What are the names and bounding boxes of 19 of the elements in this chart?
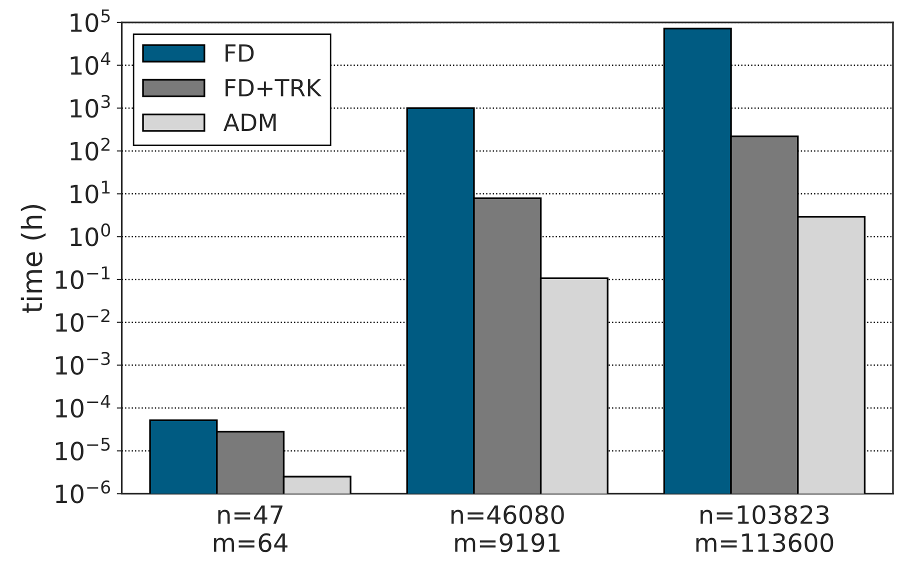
y-tick-label: 10$^{0}$ <box>70 223 110 246</box>
y-tick-label: 10$^{−1}$ <box>56 266 110 290</box>
y-axis-title: time (h) <box>20 205 46 313</box>
y-tick-label: 10$^{1}$ <box>70 180 110 204</box>
x-tick-label: n=46080 m=9191 <box>451 505 564 552</box>
y-tick-label: 10$^{−4}$ <box>56 395 110 418</box>
y-tick-label: 10$^{−3}$ <box>56 352 110 375</box>
legend-label: FD <box>226 44 254 62</box>
y-tick-label: 10$^{−5}$ <box>56 438 110 461</box>
y-tick-label: 10$^{4}$ <box>70 52 110 75</box>
y-tick-label: 10$^{−2}$ <box>56 309 110 332</box>
y-tick-label: 10$^{3}$ <box>70 94 110 118</box>
y-tick-label: 10$^{−6}$ <box>56 480 110 504</box>
x-tick-label: n=103823 m=113600 <box>696 505 834 552</box>
y-tick-label: 10$^{5}$ <box>70 9 110 32</box>
legend-label: ADM <box>223 114 276 131</box>
legend-label: FD+TRK <box>226 79 322 96</box>
x-tick-label: n=47 m=64 <box>214 506 288 552</box>
y-tick-label: 10$^{2}$ <box>70 138 110 161</box>
